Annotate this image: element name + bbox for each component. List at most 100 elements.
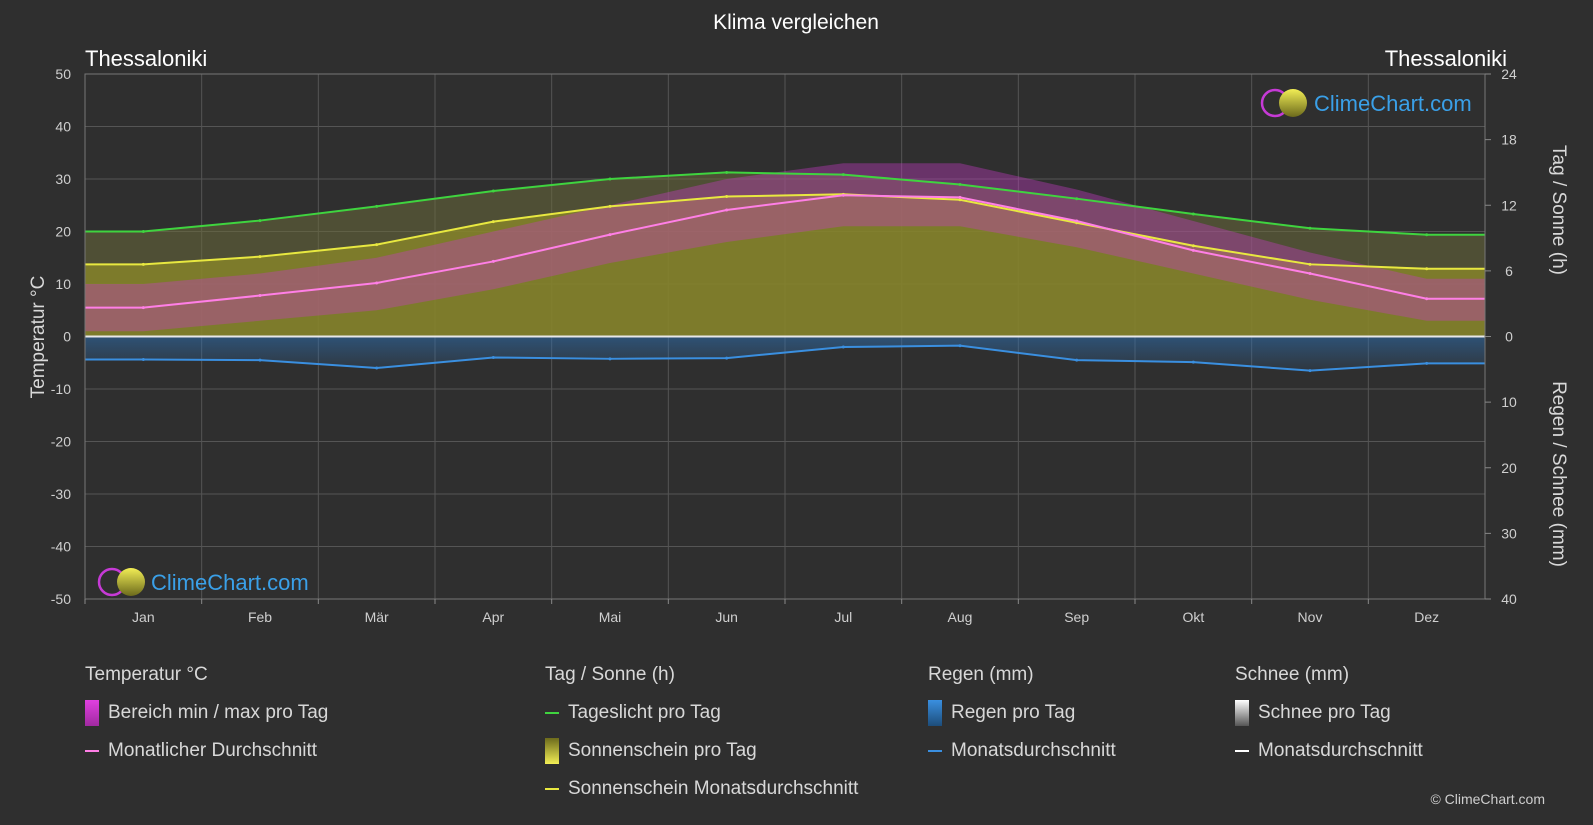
daylight-point: [375, 204, 379, 208]
sunshine-avg-point: [491, 220, 495, 224]
daylight-point: [1425, 233, 1429, 237]
rain-avg-point: [841, 345, 845, 349]
temperature-avg-point: [141, 306, 145, 310]
copyright: © ClimeChart.com: [1430, 791, 1545, 807]
legend-item-sunshine-avg: Sonnenschein Monatsdurchschnitt: [545, 776, 858, 802]
sunshine-avg-point: [141, 262, 145, 266]
x-tick-label: Feb: [248, 609, 272, 625]
daylight-point: [1075, 197, 1079, 201]
plot-area: 50 40 30 20 10 0 -10 -20 -30 -40 -50 Jan Feb Mär Apr Ma…: [51, 66, 1517, 625]
y-axis-right-bottom-label: Regen / Schnee (mm): [1548, 381, 1569, 567]
y-tick-right-label: 6: [1505, 263, 1513, 279]
sunshine-avg-point: [258, 255, 262, 259]
range-swatch-icon: [85, 700, 99, 726]
rain-swatch-icon: [928, 700, 942, 726]
temperature-avg-line: [85, 194, 1485, 309]
y-tick-left: 40: [55, 119, 71, 135]
legend-item-snow-avg: Monatsdurchschnitt: [1235, 738, 1423, 764]
brand-text-bottom: ClimeChart.com: [151, 570, 309, 595]
sunshine-area: [85, 194, 1485, 337]
temperature-avg-point: [608, 233, 612, 237]
rain-avg-point: [608, 357, 612, 361]
rain-avg-point: [375, 366, 379, 370]
y-tick-left: 10: [55, 276, 71, 292]
temperature-avg-point: [1075, 219, 1079, 223]
daylight-point: [1308, 226, 1312, 230]
x-tick-label: Jan: [132, 609, 155, 625]
legend-title-rain: Regen (mm): [928, 664, 1034, 685]
y-tick-right-label: 10: [1501, 394, 1517, 410]
daylight-line: [85, 171, 1485, 236]
rain-avg-point: [1425, 361, 1429, 365]
y-tick-left: 50: [55, 66, 71, 82]
sunshine-avg-point: [375, 243, 379, 247]
sunshine-avg-point: [1308, 262, 1312, 266]
y-axis-left-label: Temperatur °C: [28, 276, 49, 399]
line-swatch-icon: [928, 750, 942, 752]
daylight-point: [141, 230, 145, 233]
daylight-point: [841, 173, 845, 177]
x-tick-label: Mär: [365, 609, 389, 625]
y-tick-left: 30: [55, 171, 71, 187]
legend-item-temp-avg: Monatlicher Durchschnitt: [85, 738, 328, 764]
x-tick-label: Mai: [599, 609, 622, 625]
brand-logo-bottom: ClimeChart.com: [97, 567, 309, 597]
temperature-avg-point: [258, 294, 262, 298]
temperature-avg-point: [841, 193, 845, 197]
line-swatch-icon: [545, 712, 559, 714]
y-tick-left: 0: [63, 329, 71, 345]
legend-title-sun: Tag / Sonne (h): [545, 664, 675, 685]
y-tick-right-label: 12: [1501, 197, 1517, 213]
y-tick-left: -20: [51, 434, 71, 450]
daylight-point: [958, 182, 962, 186]
temperature-avg-point: [1308, 272, 1312, 275]
x-tick-label: Dez: [1414, 609, 1439, 625]
legend-rain: Regen (mm) Regen pro Tag Monatsdurchschn…: [928, 664, 1116, 776]
rain-avg-point: [1075, 358, 1079, 362]
logo-sun-icon: [117, 568, 145, 596]
legend-item-sunshine: Sonnenschein pro Tag: [545, 738, 858, 764]
sunshine-avg-point: [1191, 244, 1195, 248]
rain-avg-point: [258, 358, 262, 362]
legend-temperature: Temperatur °C Bereich min / max pro Tag …: [85, 664, 328, 776]
snow-swatch-icon: [1235, 700, 1249, 726]
daylight-point: [608, 177, 612, 181]
y-tick-right-label: 18: [1501, 132, 1517, 148]
rain-avg-point: [725, 356, 729, 360]
rain-avg-line: [85, 344, 1485, 372]
rain-avg-point: [1308, 369, 1312, 373]
brand-logo-top: ClimeChart.com: [1260, 88, 1472, 118]
daylight-point: [491, 189, 495, 193]
x-tick-label: Nov: [1298, 609, 1323, 625]
brand-text-top: ClimeChart.com: [1314, 91, 1472, 116]
x-tick-label: Okt: [1182, 609, 1204, 625]
legend-item-rain-avg: Monatsdurchschnitt: [928, 738, 1116, 764]
line-swatch-icon: [85, 750, 99, 752]
rain-avg-point: [491, 356, 495, 359]
temperature-avg-point: [375, 281, 379, 285]
y-tick-left: 20: [55, 224, 71, 240]
temperature-avg-point: [1191, 248, 1195, 252]
rain-avg-point: [141, 357, 145, 361]
x-tick-label: Apr: [482, 609, 504, 625]
x-tick-label: Jun: [715, 609, 738, 625]
y-tick-left: -40: [51, 539, 71, 555]
sunshine-avg-line: [85, 193, 1485, 270]
sunshine-avg-point: [1425, 267, 1429, 271]
temperature-range-band: [85, 163, 1485, 332]
sunshine-avg-point: [725, 195, 729, 198]
y-tick-right-label: 40: [1501, 591, 1517, 607]
y-tick-right-label: 0: [1505, 329, 1513, 345]
rain-avg-point: [1191, 360, 1195, 364]
y-tick-right-label: 24: [1501, 66, 1517, 82]
legend-title-snow: Schnee (mm): [1235, 664, 1350, 685]
legend-snow: Schnee (mm) Schnee pro Tag Monatsdurchsc…: [1235, 664, 1423, 776]
temperature-avg-point: [1425, 297, 1429, 301]
legend-title-temperature: Temperatur °C: [85, 664, 208, 685]
sunshine-avg-point: [958, 198, 962, 202]
legend-item-temp-range: Bereich min / max pro Tag: [85, 700, 328, 726]
y-tick-left: -50: [51, 591, 71, 607]
legend-sun: Tag / Sonne (h) Tageslicht pro Tag Sonne…: [545, 664, 858, 814]
line-swatch-icon: [545, 788, 559, 790]
y-tick-left: -30: [51, 486, 71, 502]
